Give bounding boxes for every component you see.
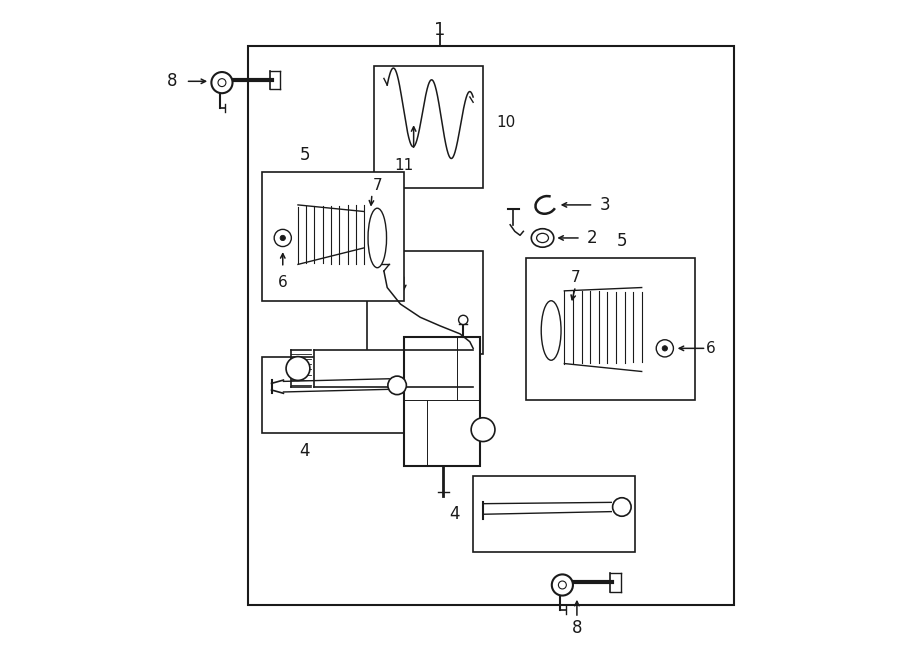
Circle shape [388, 376, 407, 395]
Text: 4: 4 [300, 442, 310, 461]
Text: 7: 7 [373, 178, 382, 192]
Text: 5: 5 [616, 232, 627, 251]
Circle shape [613, 498, 631, 516]
Bar [262, 357, 404, 433]
Circle shape [552, 574, 573, 596]
Ellipse shape [368, 208, 386, 268]
Text: 4: 4 [449, 505, 460, 524]
Text: 11: 11 [394, 158, 413, 173]
Bar [262, 172, 404, 301]
Bar [526, 258, 695, 400]
Text: 10: 10 [497, 115, 516, 130]
Text: 3: 3 [600, 196, 610, 214]
Text: 9: 9 [421, 364, 432, 383]
Bar [473, 476, 635, 552]
Circle shape [472, 418, 495, 442]
Text: 2: 2 [587, 229, 598, 247]
Text: 6: 6 [278, 275, 288, 290]
Text: 6: 6 [706, 341, 716, 356]
Text: 11: 11 [384, 257, 403, 272]
Text: 8: 8 [167, 72, 177, 91]
Text: 7: 7 [571, 270, 580, 285]
Text: 5: 5 [300, 146, 310, 165]
Text: 8: 8 [572, 619, 582, 637]
Circle shape [459, 315, 468, 325]
Ellipse shape [541, 301, 561, 360]
Circle shape [218, 79, 226, 87]
Circle shape [274, 229, 292, 247]
Bar [404, 337, 480, 466]
Bar [374, 66, 483, 188]
Circle shape [662, 346, 668, 351]
Circle shape [286, 356, 310, 381]
Bar [367, 251, 483, 354]
Ellipse shape [531, 229, 554, 247]
Circle shape [558, 581, 566, 589]
Circle shape [656, 340, 673, 357]
Text: 1: 1 [435, 20, 446, 39]
Bar [248, 46, 734, 605]
Circle shape [280, 235, 285, 241]
Ellipse shape [536, 233, 548, 243]
Circle shape [212, 72, 232, 93]
